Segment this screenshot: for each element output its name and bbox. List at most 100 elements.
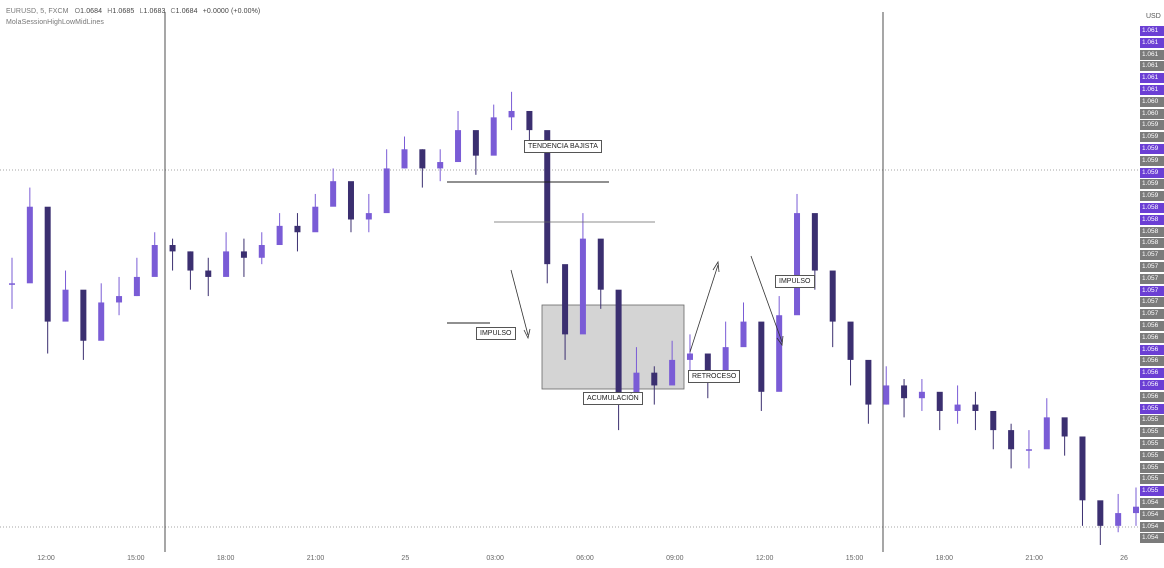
currency-label: USD <box>1146 13 1161 20</box>
accumulation-label: ACUMULACIÓN <box>583 392 643 405</box>
price-axis-label: 1.057 <box>1140 297 1164 308</box>
price-axis-label: 1.059 <box>1140 132 1164 143</box>
price-axis-label: 1.055 <box>1140 462 1164 473</box>
open-value: 1.0684 <box>80 8 103 15</box>
candle-body <box>936 391 943 411</box>
candle-body <box>330 181 337 207</box>
price-axis-label: 1.061 <box>1140 37 1164 48</box>
candle-body <box>312 206 319 233</box>
candle-body <box>133 276 140 297</box>
open-label: O <box>74 8 81 15</box>
candle-body <box>794 213 801 316</box>
candle-body <box>26 206 33 284</box>
candle-body <box>383 168 390 214</box>
impulse-arrow-1 <box>510 269 531 340</box>
candle-body <box>972 404 979 411</box>
price-axis-label: 1.059 <box>1140 179 1164 190</box>
candle-body <box>704 353 711 380</box>
candle-body <box>669 359 676 386</box>
candle-body <box>990 410 997 431</box>
symbol-legend[interactable]: EURUSD, 5, FXCM O1.0684 H1.0685 L1.0683 … <box>6 8 260 15</box>
time-axis-label: 12:00 <box>37 555 55 562</box>
candle-body <box>579 238 586 335</box>
impulse-label-1: IMPULSO <box>476 327 516 340</box>
price-axis-label: 1.061 <box>1140 49 1164 60</box>
price-axis-label: 1.058 <box>1140 238 1164 249</box>
candle-body <box>62 289 69 322</box>
price-axis-label: 1.054 <box>1140 509 1164 520</box>
candle-body <box>294 225 301 233</box>
candle-body <box>401 149 408 169</box>
price-axis-label: 1.056 <box>1140 391 1164 402</box>
candle-body <box>347 181 354 220</box>
low-value: 1.0683 <box>143 8 166 15</box>
price-axis-label: 1.054 <box>1140 533 1164 544</box>
time-axis-label: 03:00 <box>486 555 504 562</box>
close-value: 1.0684 <box>175 8 198 15</box>
price-axis-label: 1.060 <box>1140 108 1164 119</box>
price-axis-label: 1.056 <box>1140 368 1164 379</box>
candle-body <box>954 404 961 411</box>
candle-body <box>472 130 479 156</box>
price-axis-label: 1.059 <box>1140 120 1164 131</box>
high-value: 1.0685 <box>112 8 135 15</box>
time-axis-label: 21:00 <box>306 555 325 562</box>
candle-body <box>258 245 265 258</box>
price-axis-label: 1.060 <box>1140 96 1164 107</box>
candle-body <box>865 359 872 405</box>
price-axis-label: 1.056 <box>1140 356 1164 367</box>
candle-body <box>1008 430 1015 450</box>
price-axis-label: 1.059 <box>1140 155 1164 166</box>
candle-body <box>490 117 497 156</box>
candle-body <box>1079 436 1086 501</box>
candle-body <box>883 385 890 405</box>
price-axis-label: 1.058 <box>1140 226 1164 237</box>
candle-body <box>1043 417 1050 450</box>
candles-group <box>9 91 1139 545</box>
retracement-arrow <box>689 260 720 353</box>
candle-body <box>1097 500 1104 526</box>
candle-body <box>633 372 640 405</box>
retracement-label: RETROCESO <box>688 370 741 383</box>
candle-body <box>1115 513 1122 526</box>
low-label: L <box>139 8 144 15</box>
candle-body <box>651 372 658 386</box>
candle-body <box>901 385 908 399</box>
indicator-legend[interactable]: MolaSessionHighLowMidLines <box>6 19 104 26</box>
candle-body <box>151 245 158 277</box>
price-axis-label: 1.059 <box>1140 167 1164 178</box>
price-axis-label: 1.056 <box>1140 321 1164 331</box>
price-axis-label: 1.057 <box>1140 250 1164 261</box>
candle-body <box>722 347 729 380</box>
price-axis-label: 1.059 <box>1140 144 1164 154</box>
candle-body <box>187 251 194 271</box>
price-axis-label: 1.061 <box>1140 61 1164 72</box>
time-axis-label: 18:00 <box>216 555 235 562</box>
candle-body <box>44 206 51 322</box>
price-axis-label: 1.055 <box>1140 450 1164 461</box>
candle-body <box>776 315 783 392</box>
price-axis-label: 1.054 <box>1140 521 1164 532</box>
price-axis-label: 1.056 <box>1140 380 1164 390</box>
candle-body <box>686 353 693 360</box>
candle-body <box>1025 449 1032 451</box>
candle-body <box>205 270 212 277</box>
candle-body <box>829 270 836 322</box>
time-axis-label: 15:00 <box>127 555 145 562</box>
candle-body <box>80 289 87 341</box>
impulse-label-2: IMPULSO <box>775 275 815 288</box>
price-axis-label: 1.055 <box>1140 486 1164 497</box>
price-axis-label: 1.058 <box>1140 203 1164 213</box>
price-axis-label: 1.055 <box>1140 403 1164 414</box>
candle-body <box>508 110 515 118</box>
price-axis-label: 1.055 <box>1140 415 1164 426</box>
candle-body <box>740 321 747 348</box>
price-axis-label: 1.055 <box>1140 439 1164 449</box>
time-axis-label: 09:00 <box>666 555 684 562</box>
close-label: C <box>170 8 176 15</box>
price-axis-label: 1.058 <box>1140 214 1164 225</box>
impulse-arrow-2 <box>750 255 784 347</box>
